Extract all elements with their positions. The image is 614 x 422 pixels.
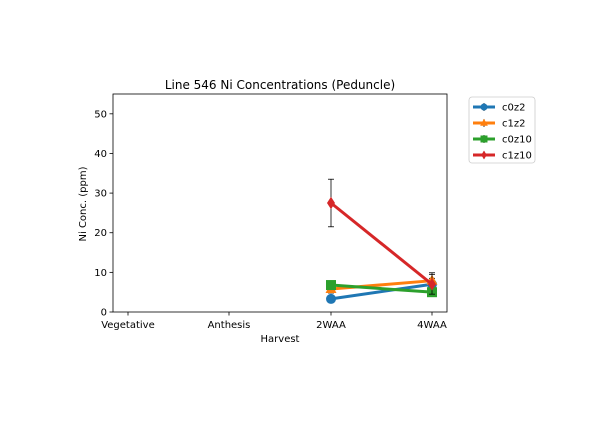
y-tick-label: 30: [94, 189, 107, 200]
data-point-c0z10: [326, 280, 336, 291]
legend-label-c0z2: c0z2: [502, 103, 525, 114]
y-tick-label: 40: [94, 149, 107, 160]
legend-label-c1z2: c1z2: [502, 119, 525, 130]
legend-label-c0z10: c0z10: [502, 135, 532, 146]
series-line-c0z2: [330, 282, 433, 301]
y-tick-label: 20: [94, 228, 107, 239]
legend-marker-c1z10: [481, 150, 487, 160]
legend-marker-c1z2: [480, 118, 488, 126]
y-tick-label: 50: [94, 109, 107, 120]
data-point-c0z2: [326, 293, 336, 304]
data-point-c1z10: [327, 196, 335, 210]
plot-area: 0 10 20 30 40 50 Vegetative Anthesis 2WAA 4WAA: [94, 93, 448, 331]
legend-box: [468, 96, 536, 164]
x-tick-label: Anthesis: [208, 320, 251, 331]
y-tick-label: 0: [101, 308, 107, 319]
series-line-c1z10: [330, 201, 433, 286]
x-tick-label: Vegetative: [101, 320, 155, 331]
series-line-c0z10: [330, 283, 433, 294]
chart-title: Line 546 Ni Concentrations (Peduncle): [165, 78, 395, 92]
legend-marker-c0z2: [480, 103, 488, 111]
x-tick-label: 2WAA: [316, 320, 346, 331]
legend-marker-c0z10: [480, 135, 488, 143]
axes-frame: [112, 93, 448, 313]
legend-label-c1z10: c1z10: [502, 151, 532, 162]
data-point-c1z10: [428, 278, 436, 291]
y-axis-label: Ni Conc. (ppm): [78, 166, 89, 241]
legend: c0z2 c1z2 c0z10 c1z10: [468, 96, 536, 164]
y-tick-label: 10: [94, 268, 107, 279]
x-tick-label: 4WAA: [417, 320, 447, 331]
x-axis-label: Harvest: [261, 334, 300, 345]
